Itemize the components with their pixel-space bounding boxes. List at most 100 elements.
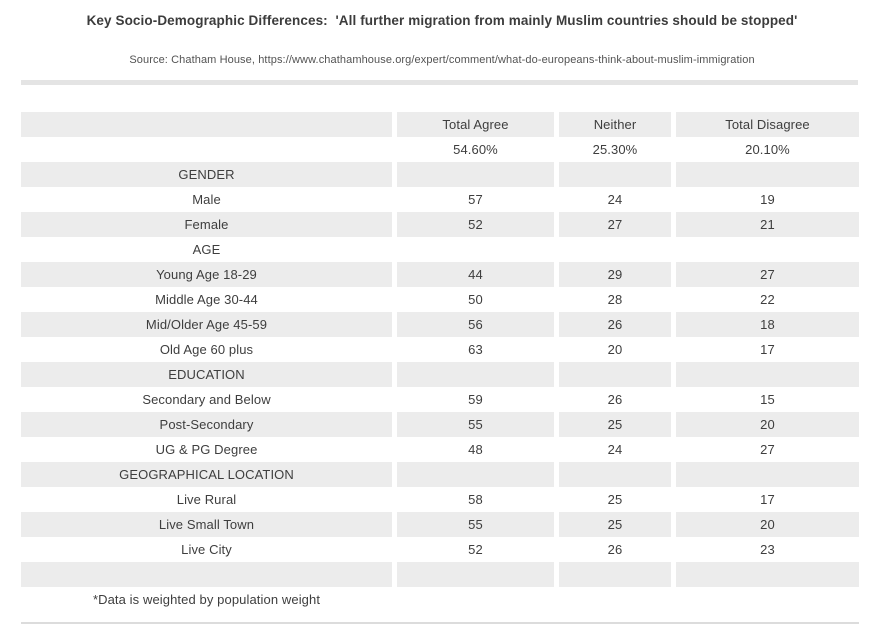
row-label-cell: Young Age 18-29 [21,262,392,287]
value-cell [559,237,671,262]
value-cell: 20.10% [745,142,790,157]
footnote-text: *Data is weighted by population weight [21,587,392,612]
value-cell: 55 [397,412,554,437]
value-cell [397,362,554,387]
value-cell: 20 [676,412,859,437]
row-label-cell [21,137,392,162]
value-cell: 28 [607,292,623,307]
bottom-border [21,622,859,624]
value-cell [559,162,671,187]
value-cell [676,562,859,587]
value-cell: 25 [559,412,671,437]
value-cell [676,162,859,187]
table-row: Male 57 24 19 [21,187,859,212]
value-cell [676,237,859,262]
value-cell: 25.30% [592,142,638,157]
table-row [21,562,859,587]
value-cell: 23 [760,542,775,557]
value-cell: Total Agree [397,112,554,137]
row-label-cell [21,562,392,587]
table-row: Live Small Town 55 25 20 [21,512,859,537]
value-cell: 52 [397,212,554,237]
value-cell [559,362,671,387]
value-cell: 17 [760,492,775,507]
value-cell: 17 [760,342,775,357]
table-row: GENDER [21,162,859,187]
row-label-cell: Secondary and Below [142,392,271,407]
table-row: Live Rural 58 25 17 [21,487,859,512]
table-row: 54.60% 25.30% 20.10% [21,137,859,162]
table-row: Live City 52 26 23 [21,537,859,562]
table-row: Mid/Older Age 45-59 56 26 18 [21,312,859,337]
table-row: EDUCATION [21,362,859,387]
value-cell: 59 [468,392,483,407]
value-cell [397,462,554,487]
row-label-cell: Post-Secondary [21,412,392,437]
value-cell: 58 [468,492,483,507]
value-cell [559,562,671,587]
value-cell: 15 [760,392,775,407]
value-cell: 48 [468,442,483,457]
row-label-cell: Female [21,212,392,237]
value-cell: 19 [760,192,775,207]
value-cell [559,462,671,487]
value-cell: 26 [607,542,623,557]
data-table: Total Agree Neither Total Disagree 54.60% 25… [21,112,859,612]
value-cell: 54.60% [453,142,498,157]
row-label-cell: GEOGRAPHICAL LOCATION [21,462,392,487]
value-cell [397,162,554,187]
value-cell: 24 [607,442,623,457]
value-cell: 55 [397,512,554,537]
table-row: Total Agree Neither Total Disagree [21,112,859,137]
row-label-cell: Live City [181,542,232,557]
table-row: Young Age 18-29 44 29 27 [21,262,859,287]
value-cell [676,462,859,487]
row-label-cell: Live Small Town [21,512,392,537]
table-row: AGE [21,237,859,262]
value-cell: 27 [676,262,859,287]
value-cell: 26 [607,392,623,407]
footnote-spacer-cell [559,587,671,612]
value-cell [397,237,554,262]
value-cell: 25 [607,492,623,507]
value-cell: 24 [607,192,623,207]
row-label-cell: Middle Age 30-44 [155,292,258,307]
row-label-cell: UG & PG Degree [155,442,258,457]
value-cell [397,562,554,587]
table-row: Female 52 27 21 [21,212,859,237]
table-row: Middle Age 30-44 50 28 22 [21,287,859,312]
value-cell: 21 [676,212,859,237]
value-cell: 50 [468,292,483,307]
table-row: GEOGRAPHICAL LOCATION [21,462,859,487]
row-label-cell: GENDER [21,162,392,187]
row-label-cell: Live Rural [176,492,237,507]
page-title: Key Socio-Demographic Differences: 'All … [86,13,798,28]
value-cell: 18 [676,312,859,337]
value-cell [676,362,859,387]
table-row: UG & PG Degree 48 24 27 [21,437,859,462]
value-cell: 63 [468,342,483,357]
table-row: Post-Secondary 55 25 20 [21,412,859,437]
table-rows: Total Agree Neither Total Disagree 54.60% 25… [21,112,859,587]
row-label-cell: Male [192,192,221,207]
value-cell: 22 [760,292,775,307]
footnote-row: *Data is weighted by population weight [21,587,859,612]
table-row: Secondary and Below 59 26 15 [21,387,859,412]
footnote-spacer-cell [397,587,554,612]
value-cell: 20 [676,512,859,537]
value-cell: 57 [468,192,483,207]
row-label-cell: EDUCATION [21,362,392,387]
value-cell: 20 [607,342,623,357]
table-row: Old Age 60 plus 63 20 17 [21,337,859,362]
value-cell: 26 [559,312,671,337]
value-cell: 56 [397,312,554,337]
source-line: Source: Chatham House, https://www.chath… [129,54,755,66]
value-cell: Total Disagree [676,112,859,137]
footnote-spacer-cell [676,587,859,612]
row-label-cell: Old Age 60 plus [159,342,254,357]
value-cell: 29 [559,262,671,287]
row-label-cell: AGE [192,242,221,257]
value-cell: 25 [559,512,671,537]
value-cell: Neither [559,112,671,137]
